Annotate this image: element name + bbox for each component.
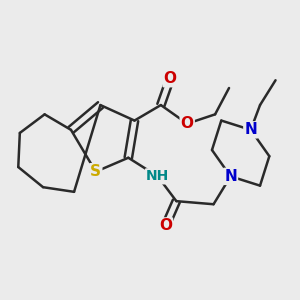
Text: S: S bbox=[90, 164, 101, 179]
Text: O: O bbox=[159, 218, 172, 233]
Text: N: N bbox=[244, 122, 257, 137]
Text: O: O bbox=[164, 71, 177, 86]
Text: N: N bbox=[224, 169, 237, 184]
Text: O: O bbox=[181, 116, 194, 131]
Text: NH: NH bbox=[146, 169, 169, 183]
